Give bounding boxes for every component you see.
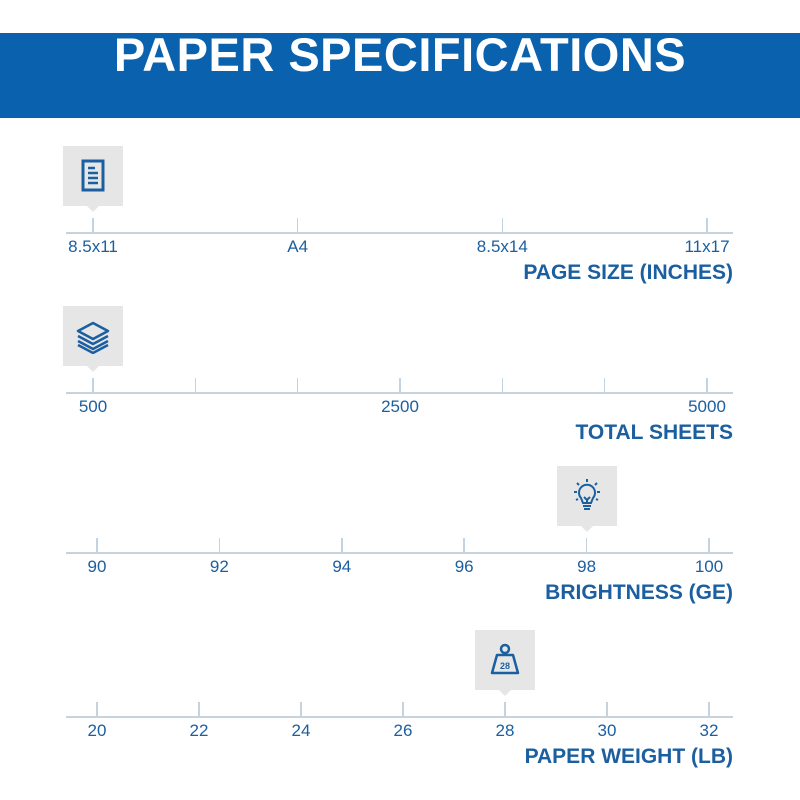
tick-label: 8.5x11 bbox=[68, 237, 118, 256]
scale-tick bbox=[606, 702, 608, 716]
page-title: PAPER SPECIFICATIONS bbox=[113, 28, 687, 81]
tick-label: 100 bbox=[694, 557, 724, 576]
tick-label: 94 bbox=[332, 557, 352, 576]
tick-label: 96 bbox=[454, 557, 474, 576]
scale-title: PAPER WEIGHT (LB) bbox=[524, 745, 733, 768]
scale-tick bbox=[501, 378, 504, 392]
tick-label: 90 bbox=[87, 557, 107, 576]
scale-tick bbox=[504, 702, 506, 716]
scale-axis-line bbox=[66, 552, 733, 554]
scale-title: TOTAL SHEETS bbox=[575, 421, 733, 444]
tick-label: 28 bbox=[495, 721, 515, 740]
selected-value-marker bbox=[63, 306, 123, 372]
tick-label: 32 bbox=[699, 721, 719, 740]
scale-tick bbox=[96, 702, 98, 716]
scale-tick bbox=[296, 378, 299, 392]
tick-label: 24 bbox=[291, 721, 311, 740]
tick-label: 26 bbox=[393, 721, 413, 740]
scale-tick bbox=[296, 218, 299, 232]
tick-label: 500 bbox=[78, 397, 108, 416]
scale-tick bbox=[399, 378, 401, 392]
scale-tick bbox=[194, 378, 197, 392]
selected-value-marker bbox=[63, 146, 123, 212]
scale-tick bbox=[603, 378, 606, 392]
scale-tick bbox=[463, 538, 465, 552]
scale-title: PAGE SIZE (INCHES) bbox=[523, 261, 733, 284]
scale-tick bbox=[218, 538, 221, 552]
scale-tick bbox=[706, 378, 708, 392]
scale-tick bbox=[585, 538, 588, 552]
tick-label: 20 bbox=[87, 721, 107, 740]
scale-tick bbox=[501, 218, 504, 232]
tick-label: 98 bbox=[577, 557, 597, 576]
tick-label: 2500 bbox=[381, 397, 419, 416]
scale-tick bbox=[300, 702, 302, 716]
scale-title: BRIGHTNESS (GE) bbox=[545, 581, 733, 604]
svg-text:28: 28 bbox=[500, 661, 510, 671]
tick-label: 5000 bbox=[688, 397, 726, 416]
scale-tick bbox=[708, 702, 710, 716]
header-banner: PAPER SPECIFICATIONS bbox=[0, 28, 800, 118]
scale-tick bbox=[92, 378, 94, 392]
scale-axis-line bbox=[66, 392, 733, 394]
tick-label: 8.5x14 bbox=[476, 237, 528, 256]
scale-tick bbox=[92, 218, 94, 232]
tick-label: A4 bbox=[287, 237, 309, 256]
selected-value-marker: 28 bbox=[475, 630, 535, 696]
tick-label: 92 bbox=[209, 557, 229, 576]
scale-tick bbox=[341, 538, 343, 552]
scale-tick bbox=[708, 538, 710, 552]
scale-tick bbox=[198, 702, 200, 716]
scale-axis-line bbox=[66, 232, 733, 234]
selected-value-marker bbox=[556, 466, 617, 532]
scale-tick bbox=[706, 218, 708, 232]
scale-tick bbox=[96, 538, 98, 552]
tick-label: 30 bbox=[597, 721, 617, 740]
tick-label: 11x17 bbox=[684, 237, 730, 256]
scale-axis-line bbox=[66, 716, 733, 718]
tick-label: 22 bbox=[189, 721, 209, 740]
scale-tick bbox=[402, 702, 404, 716]
